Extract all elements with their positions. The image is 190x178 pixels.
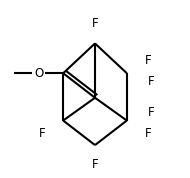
Text: F: F: [145, 54, 151, 67]
Text: F: F: [145, 127, 151, 140]
Text: F: F: [92, 158, 98, 171]
Text: F: F: [39, 127, 45, 140]
Text: F: F: [92, 17, 98, 30]
Text: F: F: [148, 75, 155, 88]
Text: O: O: [34, 67, 44, 80]
Text: F: F: [148, 106, 155, 119]
